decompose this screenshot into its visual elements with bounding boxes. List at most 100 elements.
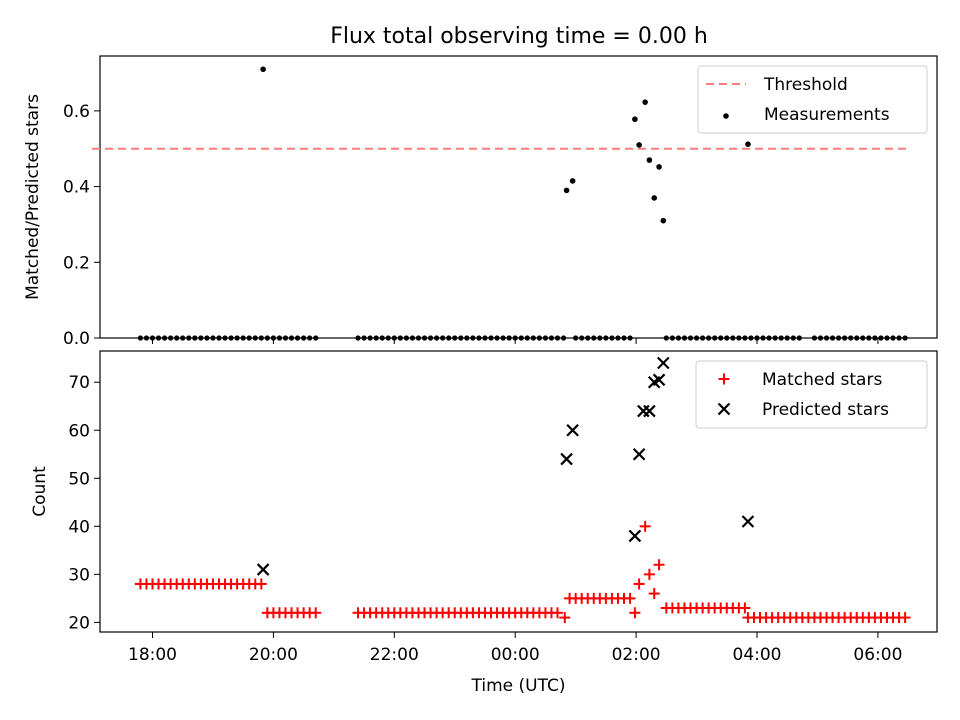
measurement-point xyxy=(651,195,658,201)
measurement-point xyxy=(524,335,530,341)
measurement-point xyxy=(796,335,802,341)
measurement-point xyxy=(646,157,653,163)
measurement-point xyxy=(536,335,542,341)
plot-frame xyxy=(99,55,938,339)
measurement-point xyxy=(778,335,784,341)
measurement-point xyxy=(307,335,313,341)
predicted-star-point xyxy=(652,373,666,387)
y-tick-label: 60 xyxy=(68,421,90,441)
measurement-point xyxy=(397,335,403,341)
measurement-point xyxy=(890,335,896,341)
measurement-point xyxy=(500,335,506,341)
x-tick-label: 00:00 xyxy=(491,645,540,665)
measurement-point xyxy=(860,335,866,341)
measurement-point xyxy=(687,335,694,341)
measurement-point xyxy=(736,335,742,341)
measurement-point xyxy=(603,335,609,341)
x-tick-label: 02:00 xyxy=(612,645,661,665)
measurement-point xyxy=(585,335,591,341)
matched-star-point xyxy=(899,612,911,624)
y-tick-label: 30 xyxy=(68,565,90,585)
measurement-point xyxy=(260,66,266,73)
measurement-point xyxy=(663,335,669,341)
legend-swatch-measurements xyxy=(723,113,729,119)
measurement-point xyxy=(143,335,150,341)
measurement-point xyxy=(385,335,391,341)
measurement-point xyxy=(872,335,878,341)
measurement-point xyxy=(563,187,570,194)
measurement-point xyxy=(591,335,597,341)
measurement-point xyxy=(174,335,180,341)
measurement-point xyxy=(866,335,872,341)
matched-star-point xyxy=(648,588,660,600)
y-tick-label: 20 xyxy=(68,613,90,633)
y-tick-label: 0.6 xyxy=(63,102,90,122)
legend-label: Matched stars xyxy=(762,370,882,390)
predicted-star-point xyxy=(643,404,656,418)
predicted-star-point xyxy=(637,404,650,418)
measurement-point xyxy=(373,335,379,341)
y-tick-label: 0.0 xyxy=(63,329,90,349)
x-tick-label: 20:00 xyxy=(249,645,298,665)
measurement-point xyxy=(660,217,667,224)
measurement-point xyxy=(186,335,192,341)
matched-star-point xyxy=(633,578,645,590)
measurement-point xyxy=(446,335,452,341)
measurement-point xyxy=(288,335,295,341)
measurement-point xyxy=(415,335,422,341)
measurement-point xyxy=(597,335,603,341)
legend: Matched stars Predicted stars xyxy=(695,360,928,429)
measurement-point xyxy=(180,335,186,341)
measurement-point xyxy=(829,335,836,341)
matched-star-point xyxy=(629,607,641,619)
measurement-point xyxy=(440,335,446,341)
measurement-point xyxy=(367,335,373,341)
measurement-point xyxy=(427,335,434,341)
measurement-point xyxy=(848,335,854,341)
measurement-point xyxy=(488,335,494,341)
measurement-point xyxy=(621,335,627,341)
predicted-star-point xyxy=(741,515,755,528)
measurement-point xyxy=(222,335,228,341)
measurement-point xyxy=(811,335,818,341)
measurement-point xyxy=(823,335,830,341)
measurement-point xyxy=(512,335,518,341)
measurement-point xyxy=(632,116,638,123)
measurement-point xyxy=(884,335,890,341)
x-tick-label: 22:00 xyxy=(370,645,419,665)
measurement-point xyxy=(718,335,724,341)
measurement-point xyxy=(155,335,162,341)
y-tick-label: 70 xyxy=(68,373,90,393)
y-tick-label: 40 xyxy=(68,517,90,537)
measurement-point xyxy=(784,335,790,341)
measurement-point xyxy=(675,335,682,341)
measurement-point xyxy=(693,335,700,341)
measurement-point xyxy=(301,335,307,341)
matched-star-point xyxy=(639,520,651,532)
legend-label: Predicted stars xyxy=(762,400,889,420)
measurement-point xyxy=(246,335,252,341)
measurement-point xyxy=(656,164,662,170)
measurement-point xyxy=(790,335,796,341)
measurement-point xyxy=(642,99,648,105)
matched-star-point xyxy=(559,612,571,624)
figure-title: Flux total observing time = 0.00 h xyxy=(330,24,708,49)
x-stroke-b xyxy=(657,356,670,370)
predicted-star-point xyxy=(628,529,642,543)
measurement-point xyxy=(470,335,476,341)
measurement-point xyxy=(854,335,860,341)
measurement-point xyxy=(361,335,367,341)
legend: Threshold Measurements xyxy=(697,65,928,134)
measurement-point xyxy=(198,335,204,341)
measurement-point xyxy=(772,335,778,341)
measurement-point xyxy=(204,335,210,341)
y-tick-label: 0.2 xyxy=(63,253,90,273)
measurement-point xyxy=(161,335,168,341)
measurement-point xyxy=(760,335,766,341)
measurement-point xyxy=(216,335,222,341)
x-stroke-b xyxy=(741,515,755,528)
predicted-star-point xyxy=(657,356,670,370)
measurement-point xyxy=(464,335,470,341)
measurement-point xyxy=(264,335,270,341)
